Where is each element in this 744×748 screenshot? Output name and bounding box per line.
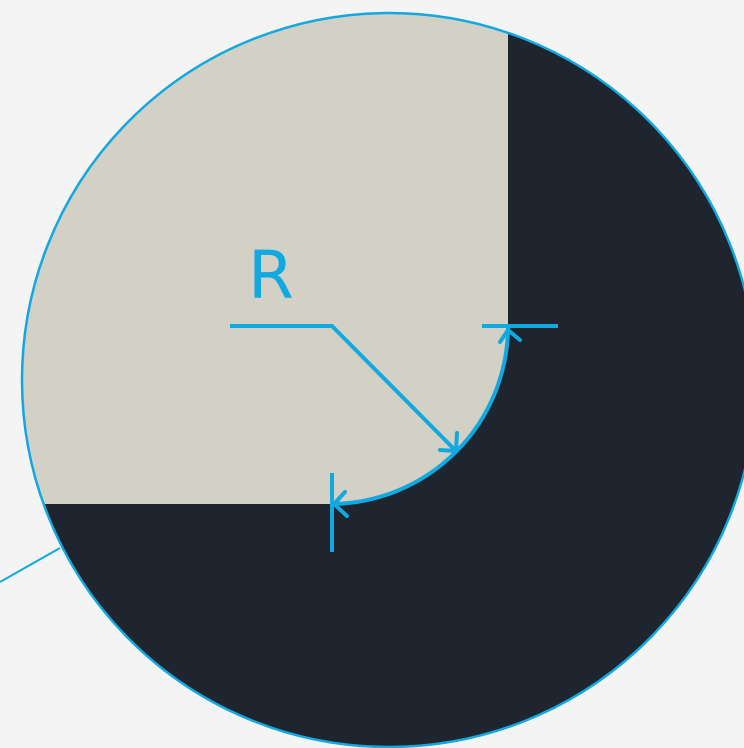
arc-start-arrowhead bbox=[498, 328, 522, 344]
arc-end-arrowhead bbox=[332, 490, 349, 518]
radius-leader-arrowhead bbox=[438, 431, 459, 453]
radius-leader bbox=[230, 324, 458, 453]
radius-label: R bbox=[248, 237, 294, 314]
pointer-line bbox=[0, 547, 61, 583]
magnifier-circle bbox=[20, 11, 744, 748]
